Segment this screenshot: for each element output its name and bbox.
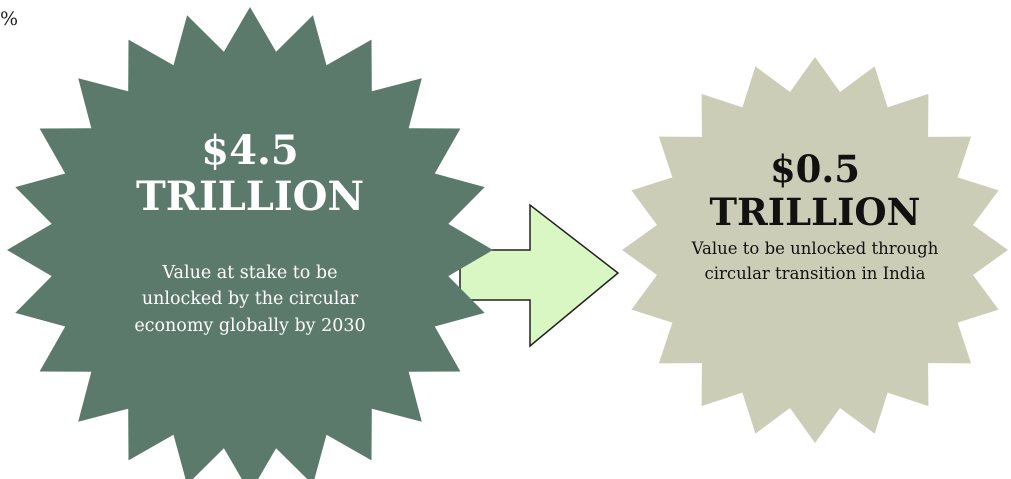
right-description: Value to be unlocked through circular tr… xyxy=(691,239,939,283)
arrow-right xyxy=(459,203,620,348)
left-callout: $4.5 TRILLION Value at stake to be unloc… xyxy=(120,128,380,339)
right-callout: $0.5 TRILLION Value to be unlocked throu… xyxy=(690,148,940,287)
left-unit: TRILLION xyxy=(135,173,365,220)
left-description: Value at stake to be unlocked by the cir… xyxy=(134,263,366,336)
starburst-left xyxy=(7,7,493,479)
starburst-right xyxy=(622,57,1008,443)
right-amount: $0.5 xyxy=(769,147,861,191)
corner-text: % xyxy=(0,8,19,30)
right-unit: TRILLION xyxy=(709,189,921,234)
left-amount: $4.5 xyxy=(201,127,299,174)
